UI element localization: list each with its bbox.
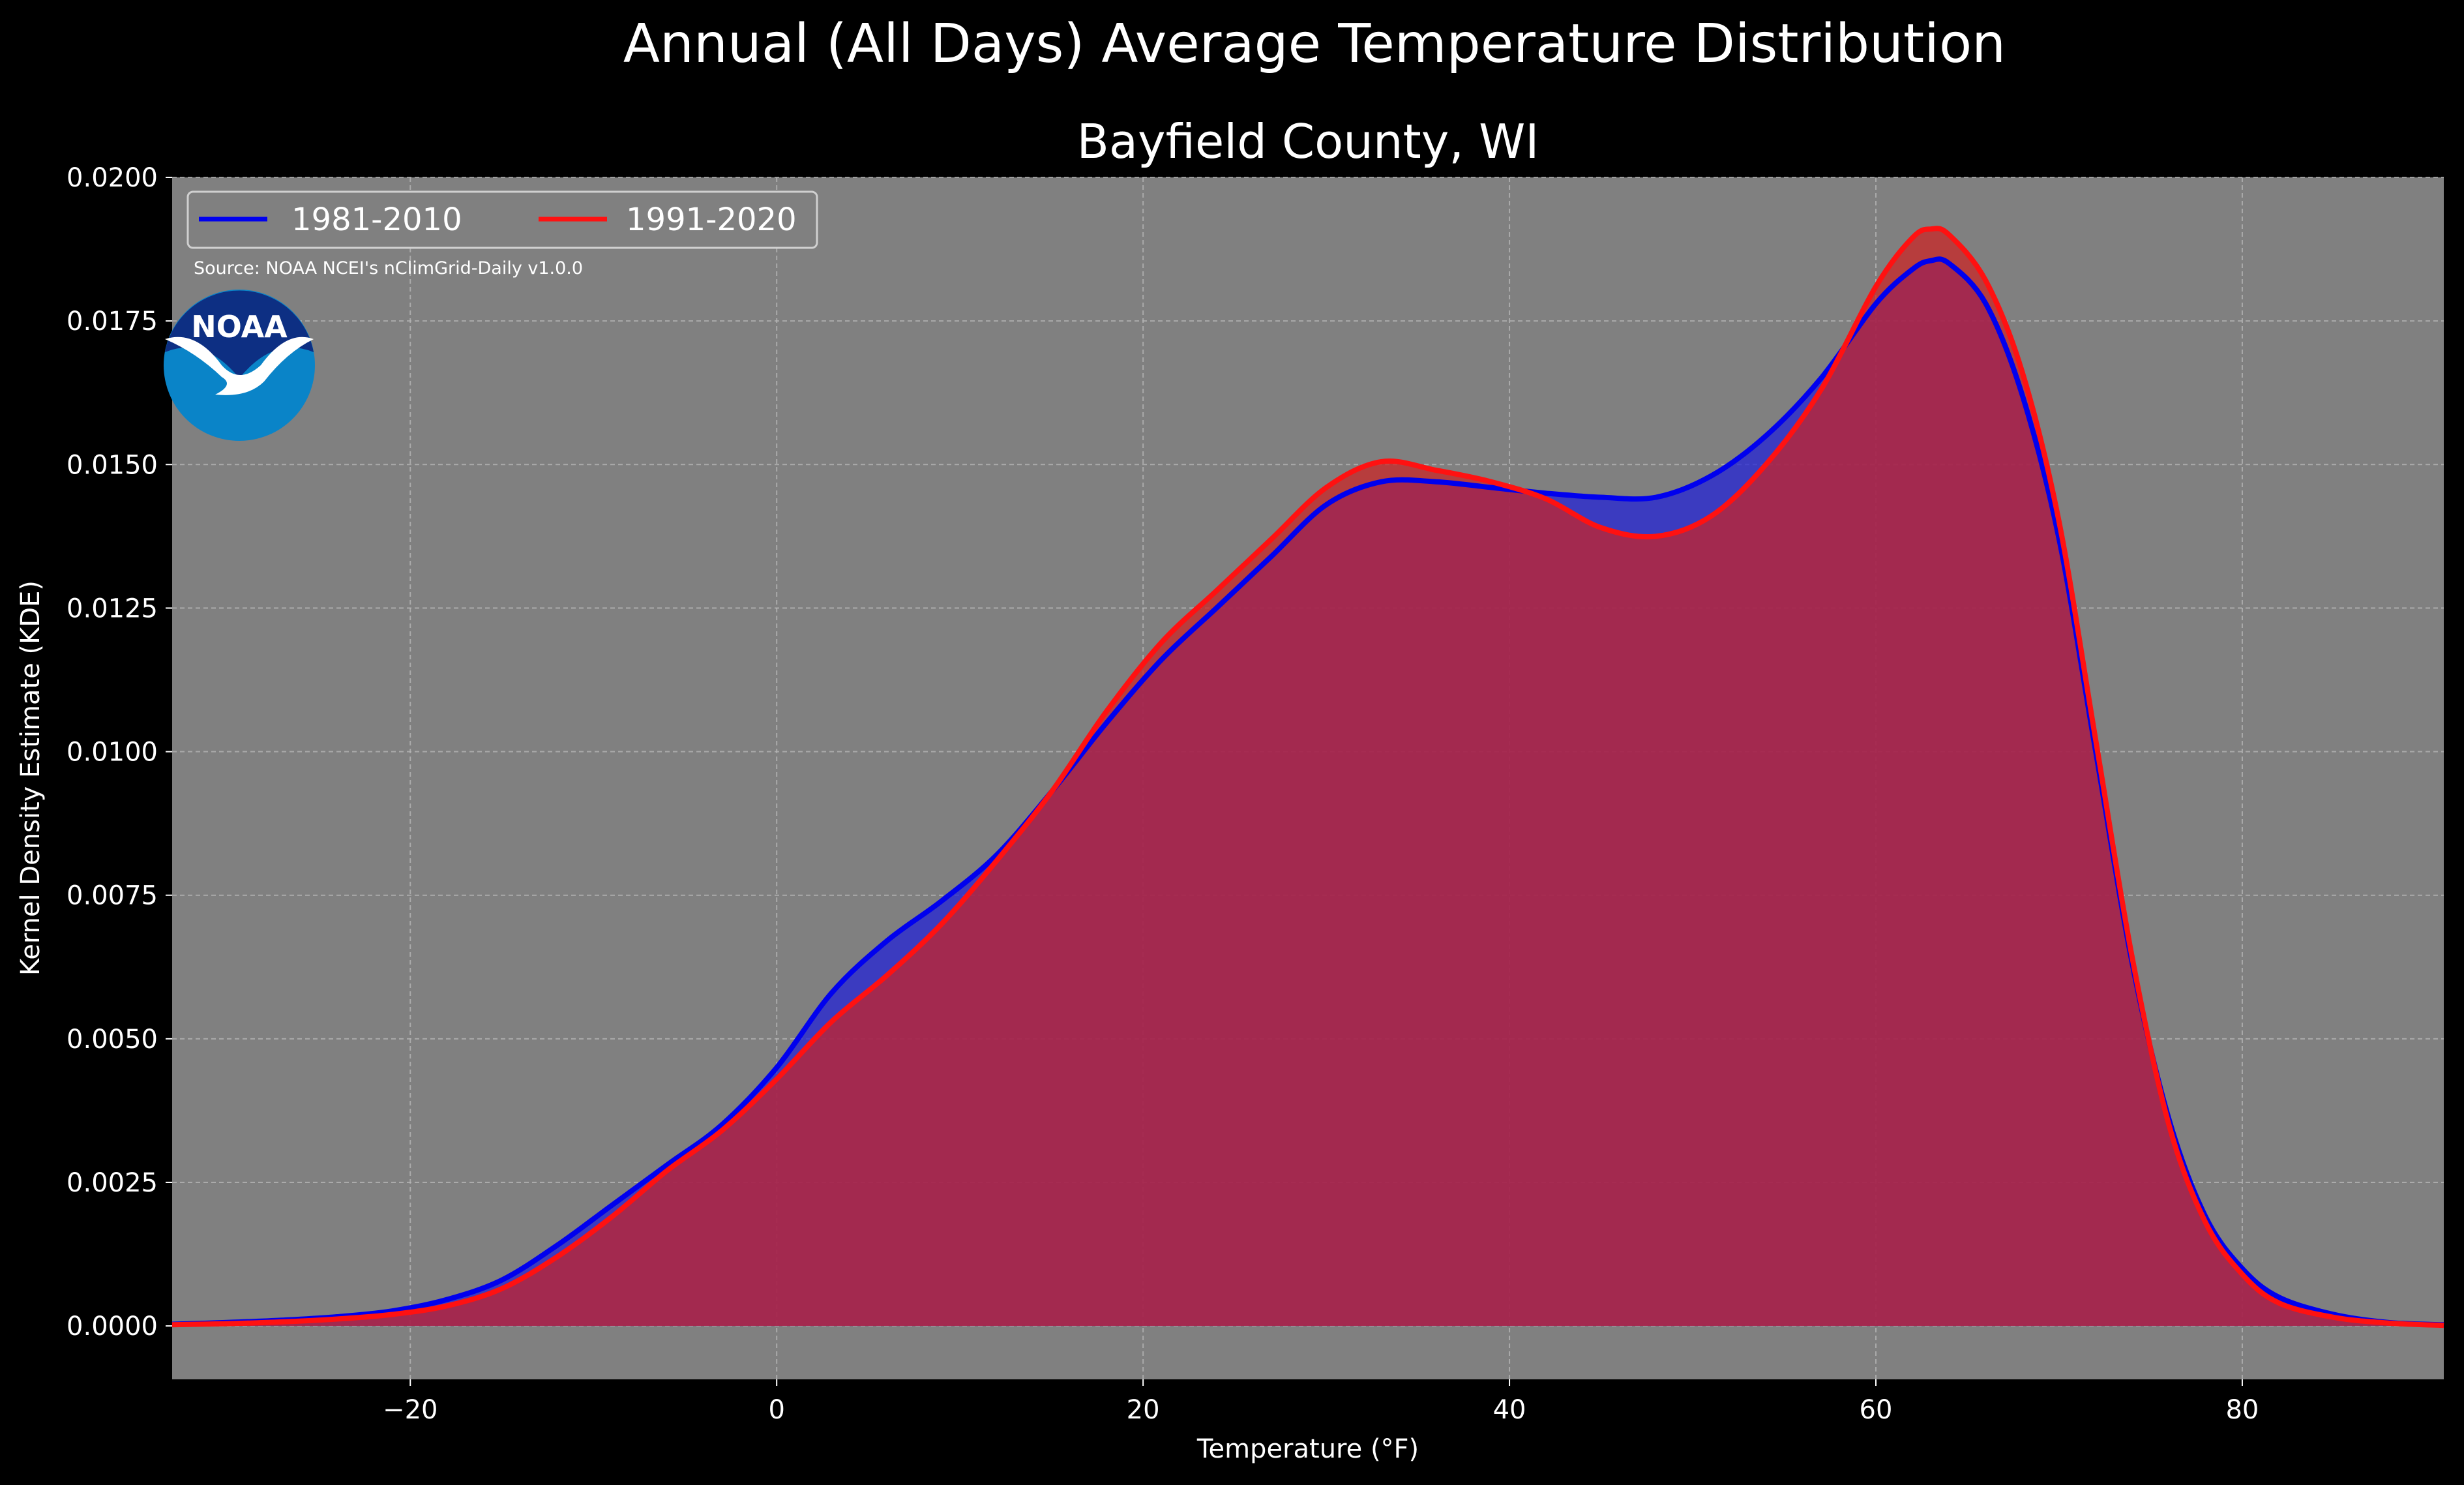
chart-suptitle: Annual (All Days) Average Temperature Di… <box>623 13 2006 75</box>
y-tick-label: 0.0175 <box>67 307 158 337</box>
x-axis-label: Temperature (°F) <box>1196 1434 1419 1464</box>
x-tick-label: 80 <box>2225 1395 2259 1425</box>
x-axis-ticks: −20 0 20 40 60 80 <box>383 1379 2259 1425</box>
x-tick-label: −20 <box>383 1395 438 1425</box>
x-tick-label: 60 <box>1860 1395 1893 1425</box>
y-tick-label: 0.0200 <box>67 163 158 193</box>
noaa-logo: NOAA <box>164 290 315 441</box>
area-1991-2020 <box>172 228 2444 1327</box>
chart-title: Bayfield County, WI <box>1077 114 1539 169</box>
legend: 1981-2010 1991-2020 <box>186 190 818 249</box>
y-tick-label: 0.0150 <box>67 450 158 480</box>
noaa-logo-bird-icon <box>165 337 314 395</box>
y-tick-label: 0.0050 <box>67 1025 158 1055</box>
source-annotation: Source: NOAA NCEI's nClimGrid-Daily v1.0… <box>194 258 583 278</box>
legend-box <box>186 190 818 249</box>
y-tick-label: 0.0100 <box>67 738 158 768</box>
noaa-logo-top-half <box>165 290 314 378</box>
x-tick-label: 20 <box>1127 1395 1160 1425</box>
line-1991-2020 <box>171 226 2444 1328</box>
y-tick-label: 0.0025 <box>67 1168 158 1198</box>
y-axis-ticks: 0.0000 0.0025 0.0050 0.0075 0.0100 0.0125 0.01… <box>67 163 172 1342</box>
y-tick-label: 0.0125 <box>67 593 158 623</box>
y-tick-label: 0.0000 <box>67 1312 158 1342</box>
y-axis-label: Kernel Density Estimate (KDE) <box>16 580 46 976</box>
y-tick-label: 0.0075 <box>67 881 158 911</box>
x-tick-label: 40 <box>1493 1395 1526 1425</box>
series-layer <box>171 226 2444 1328</box>
legend-label-1991-2020: 1991-2020 <box>626 202 797 238</box>
x-tick-label: 0 <box>768 1395 784 1425</box>
legend-label-1981-2010: 1981-2010 <box>291 202 462 238</box>
noaa-logo-text: NOAA <box>191 309 288 344</box>
